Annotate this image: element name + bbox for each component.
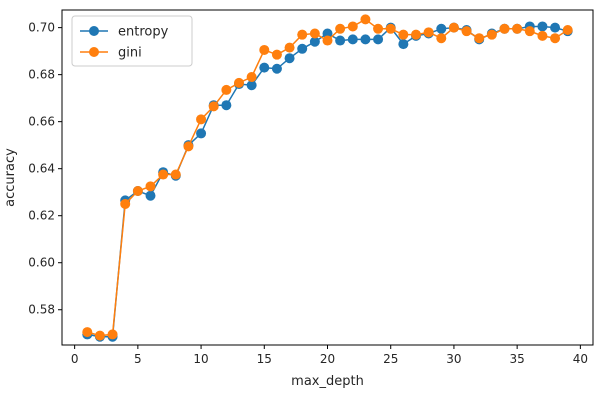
x-tick-label: 40 xyxy=(573,352,588,366)
data-point-gini xyxy=(486,29,497,40)
data-point-gini xyxy=(512,23,523,34)
data-point-gini xyxy=(145,181,156,192)
data-point-entropy xyxy=(373,34,384,45)
x-tick-label: 35 xyxy=(510,352,525,366)
data-point-entropy xyxy=(309,36,320,47)
data-point-entropy xyxy=(436,23,447,34)
data-point-gini xyxy=(297,29,308,40)
data-point-entropy xyxy=(537,21,548,32)
data-point-gini xyxy=(562,24,573,35)
legend-entry-label: gini xyxy=(118,46,142,61)
y-axis-ticks: 0.58 0.60 0.62 0.64 0.66 0.68 0.70 xyxy=(28,21,62,317)
data-point-gini xyxy=(524,26,535,37)
data-point-gini xyxy=(158,169,169,180)
data-point-entropy xyxy=(297,43,308,54)
data-point-gini xyxy=(537,30,548,41)
data-point-entropy xyxy=(398,39,409,50)
data-point-gini xyxy=(82,327,93,338)
x-axis-ticks: 0 5 10 15 20 25 30 35 40 xyxy=(71,345,588,366)
data-point-gini xyxy=(423,27,434,38)
series-line-entropy xyxy=(87,25,568,338)
data-point-entropy xyxy=(322,28,333,39)
data-point-gini xyxy=(474,33,485,44)
data-point-gini xyxy=(132,186,143,197)
x-tick-label: 5 xyxy=(134,352,142,366)
data-point-gini xyxy=(221,84,232,95)
data-point-gini xyxy=(271,49,282,60)
x-tick-label: 0 xyxy=(71,352,79,366)
x-tick-label: 30 xyxy=(446,352,461,366)
data-point-gini xyxy=(309,28,320,39)
x-axis-label: max_depth xyxy=(291,374,364,389)
y-tick-label: 0.70 xyxy=(28,21,55,35)
data-point-entropy xyxy=(145,190,156,201)
data-point-gini xyxy=(246,72,257,82)
data-point-gini xyxy=(550,33,561,44)
data-point-entropy xyxy=(550,22,561,33)
data-point-gini xyxy=(107,329,118,340)
data-point-gini xyxy=(398,29,409,40)
data-point-gini xyxy=(208,101,219,112)
data-point-gini xyxy=(183,141,194,152)
y-tick-label: 0.58 xyxy=(28,303,55,317)
y-tick-label: 0.68 xyxy=(28,68,55,82)
data-point-entropy xyxy=(221,100,232,111)
y-axis-label: accuracy xyxy=(3,148,18,207)
data-point-entropy xyxy=(246,80,257,91)
legend-entry-label: entropy xyxy=(118,25,169,40)
data-point-entropy xyxy=(347,34,358,45)
data-point-gini xyxy=(499,23,510,34)
data-point-gini xyxy=(448,22,459,33)
data-point-gini xyxy=(411,29,421,40)
legend-swatch-marker xyxy=(89,26,99,36)
data-point-gini xyxy=(360,14,371,25)
data-point-entropy xyxy=(271,63,282,74)
data-point-entropy xyxy=(259,62,270,73)
data-point-entropy xyxy=(335,35,346,46)
x-tick-label: 20 xyxy=(320,352,335,366)
data-point-gini xyxy=(385,23,396,34)
legend: entropy gini xyxy=(71,15,193,67)
data-point-gini xyxy=(170,169,181,180)
y-tick-label: 0.60 xyxy=(28,256,55,270)
x-tick-label: 15 xyxy=(257,352,272,366)
data-point-gini xyxy=(284,42,295,53)
plot-area xyxy=(82,14,573,342)
data-point-gini xyxy=(322,35,333,46)
data-point-gini xyxy=(373,23,384,34)
data-point-gini xyxy=(196,114,207,125)
y-tick-label: 0.64 xyxy=(28,162,55,176)
data-point-gini xyxy=(335,23,346,34)
data-point-gini xyxy=(94,330,105,341)
data-point-gini xyxy=(259,44,270,55)
data-point-gini xyxy=(234,77,244,88)
data-point-entropy xyxy=(360,34,371,45)
data-point-entropy xyxy=(284,53,295,64)
x-tick-label: 25 xyxy=(383,352,398,366)
data-point-gini xyxy=(120,198,131,209)
data-point-gini xyxy=(436,33,447,44)
y-tick-label: 0.66 xyxy=(28,115,55,129)
legend-box xyxy=(71,15,193,67)
x-tick-label: 10 xyxy=(193,352,208,366)
data-point-gini xyxy=(461,26,472,37)
legend-swatch-marker xyxy=(89,47,99,57)
y-tick-label: 0.62 xyxy=(28,209,55,223)
data-point-entropy xyxy=(196,128,207,139)
data-point-gini xyxy=(347,21,358,32)
